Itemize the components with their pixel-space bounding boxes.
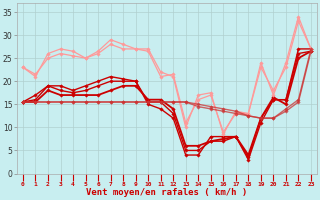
X-axis label: Vent moyen/en rafales ( km/h ): Vent moyen/en rafales ( km/h ) <box>86 188 248 197</box>
